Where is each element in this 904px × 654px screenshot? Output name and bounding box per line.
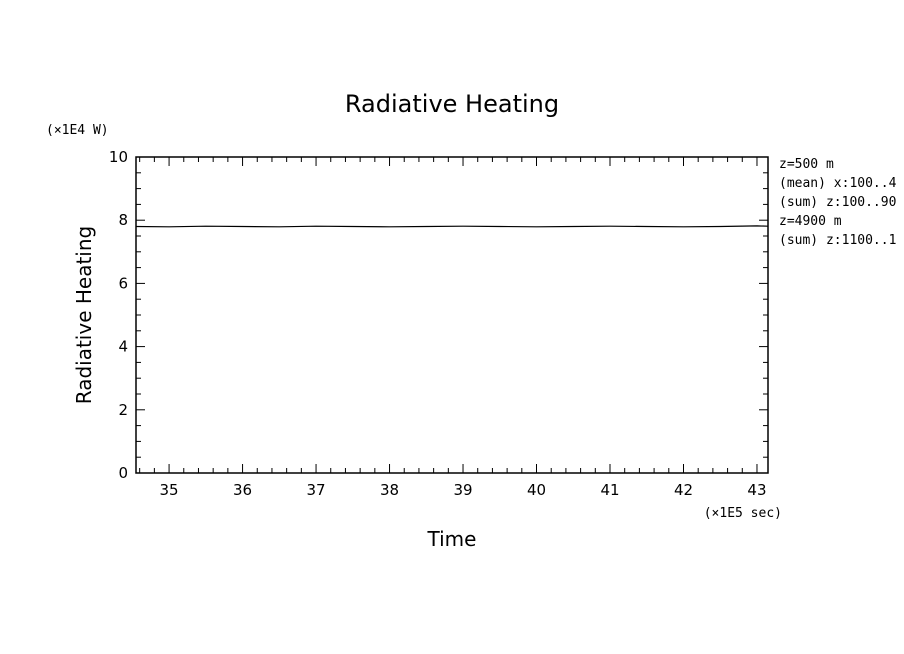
y-tick-label: 2 — [118, 401, 128, 419]
side-annotations: z=500 m (mean) x:100..4 (sum) z:100..90 z=4… — [779, 157, 897, 248]
tick-labels: 35 36 37 38 39 40 41 42 43 0 2 4 6 8 10 — [109, 148, 767, 499]
y-tick-label: 8 — [118, 211, 128, 229]
x-tick-label: 36 — [233, 481, 252, 499]
x-tick-label: 37 — [306, 481, 325, 499]
chart-title: Radiative Heating — [345, 90, 559, 118]
tick-marks — [136, 156, 768, 474]
y-unit-label: (×1E4 W) — [46, 123, 109, 138]
x-unit-label: (×1E5 sec) — [704, 506, 782, 521]
x-tick-label: 43 — [747, 481, 766, 499]
side-annotation-line: z=4900 m — [779, 214, 842, 229]
side-annotation-line: (sum) z:1100..1 — [779, 233, 896, 248]
x-tick-label: 35 — [160, 481, 179, 499]
side-annotation-line: (mean) x:100..4 — [779, 176, 897, 191]
series-lines — [135, 225, 769, 228]
plot-frame — [135, 156, 769, 474]
y-tick-label: 4 — [118, 338, 128, 356]
side-annotation-line: z=500 m — [779, 157, 834, 172]
y-tick-label: 0 — [118, 464, 128, 482]
x-axis-label: Time — [427, 527, 477, 551]
x-tick-label: 40 — [527, 481, 546, 499]
series-line — [135, 225, 769, 228]
x-tick-label: 42 — [674, 481, 693, 499]
x-tick-label: 41 — [600, 481, 619, 499]
x-tick-label: 38 — [380, 481, 399, 499]
side-annotation-line: (sum) z:100..90 — [779, 195, 896, 210]
x-tick-label: 39 — [453, 481, 472, 499]
y-axis-label: Radiative Heating — [72, 226, 96, 405]
y-tick-label: 10 — [109, 148, 128, 166]
y-tick-label: 6 — [118, 274, 128, 292]
